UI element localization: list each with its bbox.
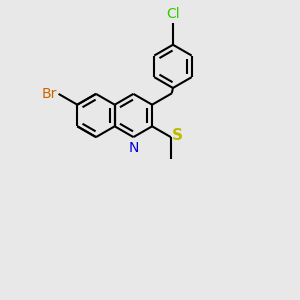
Text: N: N — [128, 141, 139, 155]
Text: Br: Br — [42, 87, 57, 101]
Text: Cl: Cl — [166, 8, 180, 21]
Text: S: S — [172, 128, 183, 143]
